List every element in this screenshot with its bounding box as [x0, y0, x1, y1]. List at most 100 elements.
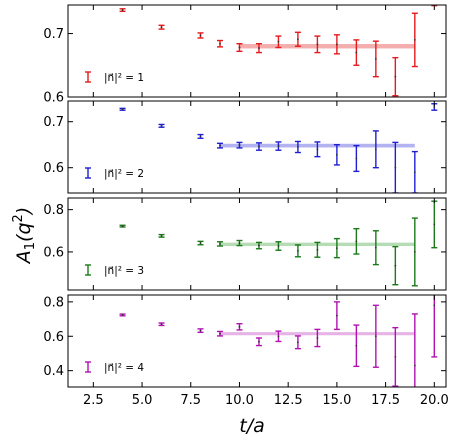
point-marker [199, 242, 202, 244]
x-axis-label: t/a [239, 415, 265, 437]
data-point [197, 328, 204, 334]
point-marker [433, 106, 436, 108]
data-point [353, 39, 360, 66]
point-marker [335, 43, 338, 46]
data-point [333, 34, 340, 55]
y-tick-label: 0.6 [43, 330, 64, 345]
point-marker [277, 145, 280, 147]
point-marker [394, 356, 397, 358]
data-point [255, 43, 262, 54]
legend-marker [85, 71, 91, 83]
point-marker [394, 264, 397, 267]
x-tick-label: 12.5 [274, 393, 303, 408]
plot-area-2 [119, 103, 438, 193]
point-marker [297, 146, 299, 148]
legend-marker [85, 167, 91, 179]
panel-frame [67, 4, 447, 98]
point-marker [413, 251, 416, 253]
point-marker [121, 9, 124, 11]
data-point [216, 39, 223, 48]
point-marker [160, 26, 163, 29]
data-point [314, 141, 321, 158]
data-point [314, 328, 321, 348]
data-point [411, 313, 418, 387]
data-point [411, 217, 418, 287]
point-marker [374, 246, 377, 249]
panel-4: 0.4 0.6 0.8 2.5 5.0 7.5 10.0 12.5 15.0 17.5 20.0 |n… [43, 294, 449, 408]
data-point [216, 142, 223, 149]
point-marker [258, 145, 260, 148]
point-marker [258, 244, 260, 247]
x-tick-label: 5.0 [132, 393, 153, 408]
point-marker [355, 51, 358, 54]
point-marker [316, 148, 319, 151]
data-point [392, 141, 399, 193]
point-marker [277, 40, 280, 43]
data-point [314, 241, 321, 258]
point-marker [316, 337, 319, 339]
data-point [372, 130, 379, 169]
point-marker [433, 2, 435, 4]
point-marker [374, 148, 377, 151]
data-point [353, 144, 360, 173]
data-point [372, 40, 379, 78]
data-point [411, 150, 418, 193]
point-marker [238, 325, 241, 328]
legend-marker [85, 361, 91, 373]
point-marker [355, 240, 358, 243]
point-marker [413, 171, 416, 174]
y-tick-label: 0.7 [43, 115, 64, 130]
data-point [314, 35, 321, 54]
point-marker [219, 42, 221, 45]
point-marker [394, 166, 397, 169]
data-point [119, 224, 126, 228]
point-marker [316, 248, 319, 251]
data-point [216, 241, 223, 247]
data-point [431, 200, 438, 249]
point-marker [160, 323, 163, 326]
point-marker [316, 43, 319, 46]
data-point [255, 142, 262, 151]
plot-area-3 [119, 200, 438, 287]
point-marker [297, 249, 299, 252]
point-marker [199, 329, 202, 332]
y-tick-label: 0.7 [43, 27, 64, 42]
point-marker [433, 223, 436, 226]
data-point [197, 32, 204, 39]
y-tick-label: 0.8 [43, 203, 64, 218]
data-point [236, 141, 243, 149]
data-point [294, 140, 301, 154]
point-marker [335, 153, 338, 156]
point-marker [413, 364, 416, 367]
data-point [236, 323, 243, 331]
data-point [255, 337, 262, 347]
y-tick-label: 0.8 [43, 295, 64, 310]
point-marker [238, 46, 241, 49]
panel-3: 0.6 0.8 |n⃗|² = 3 [43, 197, 447, 291]
point-marker [121, 314, 124, 316]
point-marker [335, 247, 338, 250]
data-point [216, 330, 223, 337]
fit-band [239, 44, 415, 49]
x-tick-label: 2.5 [83, 393, 104, 408]
data-point [275, 241, 282, 251]
data-point [275, 330, 282, 343]
legend-marker [85, 264, 91, 276]
x-tick-label: 7.5 [180, 393, 201, 408]
point-marker [238, 144, 241, 147]
data-point [294, 335, 301, 350]
point-marker [160, 234, 163, 237]
point-marker [277, 245, 280, 247]
point-marker [277, 335, 280, 338]
data-point [353, 227, 360, 255]
data-point [392, 245, 399, 286]
point-marker [219, 332, 221, 335]
point-marker [297, 38, 299, 41]
point-marker [219, 144, 221, 147]
data-point [119, 107, 126, 111]
data-point [431, 295, 438, 358]
point-marker [258, 340, 260, 343]
point-marker [121, 108, 124, 111]
point-marker [160, 124, 163, 127]
data-point [333, 237, 340, 259]
